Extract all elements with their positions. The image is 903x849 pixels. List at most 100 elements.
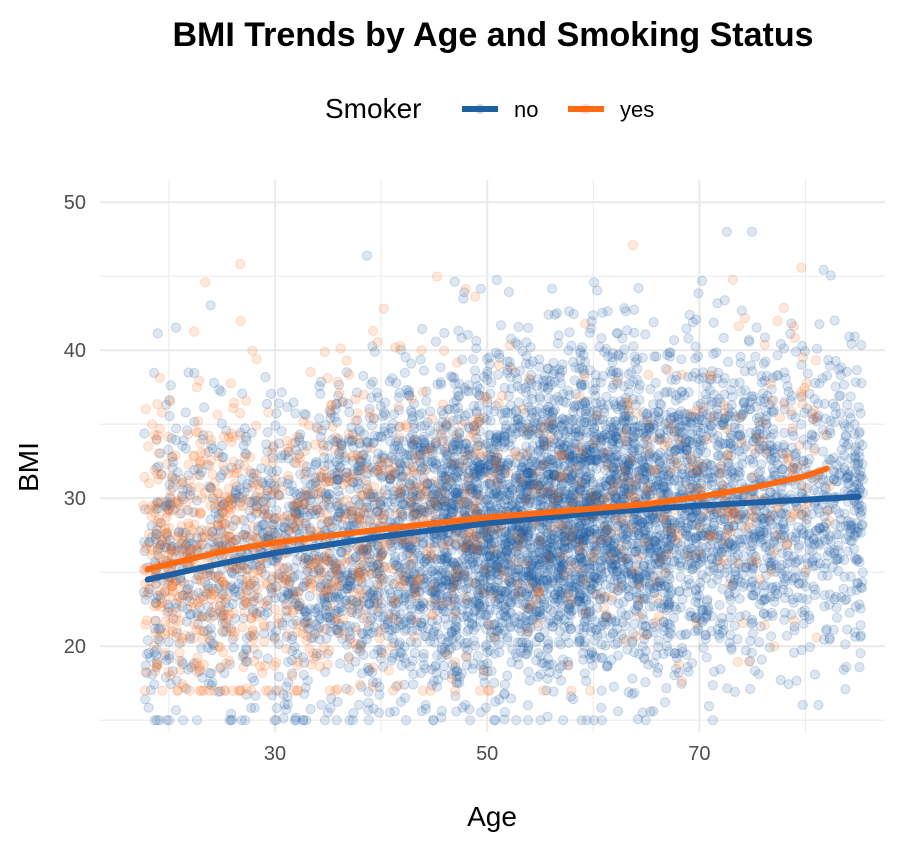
point-no: [435, 600, 446, 611]
point-no: [844, 408, 855, 419]
point-no: [429, 588, 441, 599]
point-no: [395, 696, 406, 708]
point-no: [534, 361, 545, 372]
point-no: [499, 679, 511, 690]
point-no: [546, 450, 558, 461]
point-no: [486, 377, 497, 388]
point-no: [575, 347, 586, 358]
point-no: [691, 314, 702, 325]
point-no: [463, 422, 474, 433]
point-no: [302, 675, 313, 686]
point-no: [843, 439, 854, 450]
point-no: [475, 546, 486, 557]
point-no: [599, 520, 610, 531]
point-no: [581, 622, 592, 633]
point-no: [746, 614, 758, 625]
point-no: [399, 367, 410, 378]
point-no: [613, 706, 624, 717]
point-no: [708, 317, 719, 328]
point-no: [665, 588, 676, 600]
point-no: [617, 352, 629, 363]
point-no: [580, 535, 591, 546]
point-no: [619, 344, 630, 355]
point-no: [600, 640, 611, 651]
point-no: [513, 321, 524, 332]
legend-label-no: no: [514, 97, 538, 122]
point-no: [563, 345, 574, 356]
point-no: [721, 226, 732, 237]
point-no: [260, 372, 271, 383]
point-no: [634, 380, 646, 391]
point-no: [503, 541, 514, 552]
point-no: [610, 492, 621, 504]
point-no: [698, 642, 709, 653]
point-no: [420, 700, 431, 711]
point-no: [514, 421, 526, 432]
point-no: [241, 482, 253, 493]
point-no: [589, 571, 600, 582]
point-no: [601, 536, 612, 547]
point-no: [779, 427, 790, 438]
point-no: [228, 642, 239, 653]
point-no: [640, 329, 651, 340]
point-no: [352, 415, 363, 426]
point-no: [184, 631, 196, 642]
point-no: [340, 596, 351, 607]
point-no: [151, 656, 162, 667]
point-no: [579, 459, 591, 470]
point-no: [457, 585, 469, 596]
point-no: [418, 648, 429, 659]
point-no: [754, 598, 765, 610]
point-no: [620, 610, 631, 621]
point-no: [542, 673, 553, 684]
point-no: [525, 342, 536, 353]
point-no: [435, 362, 446, 373]
point-no: [531, 560, 542, 571]
point-no: [458, 573, 469, 584]
point-no: [230, 586, 241, 598]
point-no: [533, 428, 544, 439]
point-no: [548, 471, 560, 482]
point-no: [495, 586, 507, 597]
point-no: [620, 620, 631, 632]
point-no: [653, 475, 664, 486]
point-no: [419, 420, 430, 431]
point-no: [622, 436, 633, 447]
point-no: [734, 412, 746, 423]
point-no: [262, 427, 273, 438]
point-no: [428, 715, 439, 726]
point-no: [564, 327, 575, 338]
point-no: [228, 568, 240, 580]
point-no: [276, 387, 287, 398]
point-no: [839, 508, 850, 519]
point-no: [758, 534, 769, 545]
point-no: [620, 523, 631, 535]
point-no: [596, 685, 607, 696]
point-no: [299, 498, 310, 509]
point-no: [854, 599, 865, 610]
point-no: [504, 487, 515, 498]
point-no: [532, 572, 544, 584]
point-no: [613, 350, 624, 361]
point-no: [838, 664, 849, 675]
point-no: [608, 366, 619, 377]
point-no: [533, 459, 544, 470]
point-no: [702, 609, 713, 620]
point-no: [214, 384, 225, 395]
point-no: [693, 545, 704, 556]
point-no: [691, 538, 702, 549]
legend-key-no: [462, 104, 498, 114]
point-no: [557, 359, 568, 370]
point-no: [491, 433, 502, 444]
point-no: [226, 581, 237, 592]
point-no: [725, 594, 736, 606]
point-no: [396, 660, 407, 671]
point-no: [138, 587, 149, 598]
point-no: [804, 613, 815, 625]
point-no: [443, 450, 455, 461]
point-no: [600, 429, 611, 440]
point-no: [273, 398, 284, 409]
point-no: [627, 426, 638, 437]
point-no: [568, 604, 579, 615]
